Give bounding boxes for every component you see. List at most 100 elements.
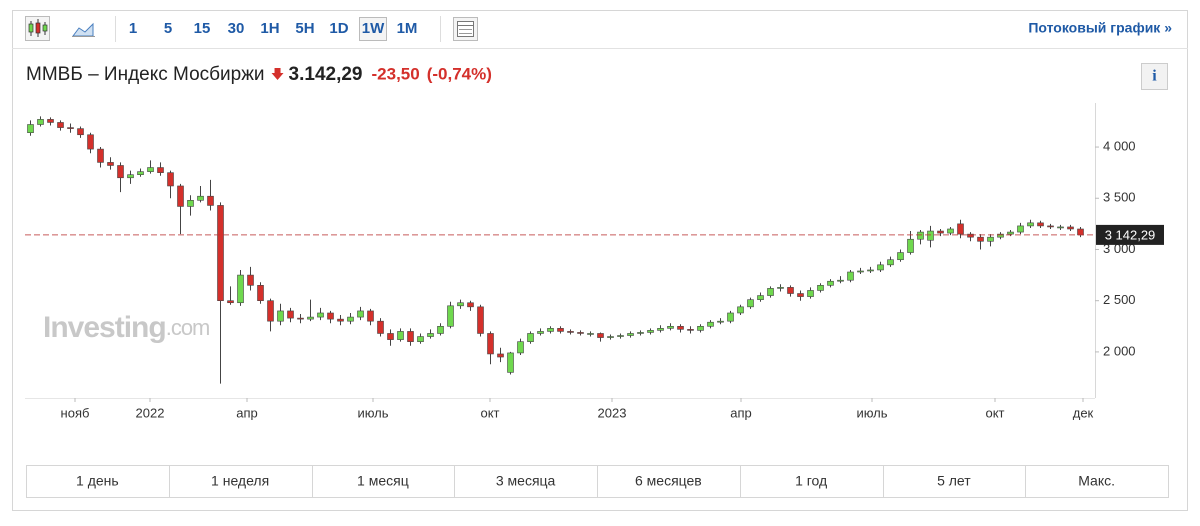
x-tick-label: апр — [730, 405, 752, 420]
candle-body — [37, 119, 44, 125]
icon-stroke — [28, 23, 34, 33]
candle-body — [677, 325, 684, 330]
table-view-button[interactable] — [453, 17, 478, 41]
last-price-label: 3 142,29 — [1105, 227, 1156, 242]
candle-body — [857, 270, 864, 273]
candle-body — [117, 165, 124, 179]
candle-body — [247, 274, 254, 286]
x-tick-label: нояб — [61, 405, 90, 420]
candle-body — [967, 233, 974, 238]
interval-button[interactable]: 1W — [362, 20, 385, 37]
candle-body — [497, 353, 504, 358]
candle-body — [87, 134, 94, 150]
widget-frame — [12, 10, 1188, 511]
interval-button[interactable]: 1H — [260, 20, 279, 37]
candle-body — [387, 333, 394, 340]
candle-body — [1077, 228, 1084, 236]
candle-body — [427, 333, 434, 337]
candle-type-button[interactable] — [25, 16, 50, 41]
interval-button[interactable]: 5H — [295, 20, 314, 37]
candle-body — [727, 312, 734, 322]
candle-body — [587, 333, 594, 335]
candle-body — [177, 185, 184, 207]
range-button[interactable]: 6 месяцев — [635, 473, 702, 489]
candle-body — [937, 230, 944, 234]
candle-body — [1047, 225, 1054, 228]
candle-body — [167, 172, 174, 187]
candle-body — [187, 200, 194, 207]
candle-body — [1037, 222, 1044, 227]
range-button[interactable]: 1 месяц — [357, 473, 409, 489]
interval-group: 1 5 15 30 1H 5H 1D 1W 1M — [129, 17, 418, 41]
candle-body — [957, 223, 964, 235]
interval-button[interactable]: 5 — [164, 20, 172, 37]
interval-button[interactable]: 1D — [329, 20, 348, 37]
candle-body — [337, 318, 344, 322]
streaming-link[interactable]: Потоковый график » — [1028, 20, 1172, 36]
candle-body — [397, 331, 404, 340]
line-type-button[interactable] — [72, 22, 95, 37]
candle-body — [517, 341, 524, 354]
x-tick-label: июль — [856, 405, 887, 420]
x-tick-label: окт — [480, 405, 499, 420]
candle-body — [1057, 226, 1064, 229]
candle-body — [757, 295, 764, 300]
interval-button[interactable]: 1 — [129, 20, 137, 37]
interval-button[interactable]: 1M — [397, 20, 418, 37]
candle-body — [777, 287, 784, 289]
candle-body — [697, 325, 704, 331]
range-button[interactable]: 1 год — [795, 473, 827, 489]
candle-body — [817, 285, 824, 291]
candle-body — [47, 119, 54, 123]
y-tick-label: 2 500 — [1103, 292, 1136, 307]
candle-body — [527, 333, 534, 342]
candle-body — [407, 331, 414, 342]
candle-body — [687, 329, 694, 331]
candle-body — [897, 252, 904, 261]
range-button[interactable]: 3 месяца — [496, 473, 556, 489]
info-icon: i — [1152, 68, 1157, 85]
candle-body — [547, 328, 554, 332]
candle-body — [297, 317, 304, 320]
interval-button[interactable]: 15 — [194, 20, 211, 37]
candle-body — [537, 331, 544, 334]
candle-body — [627, 333, 634, 336]
candle-body — [437, 325, 444, 334]
candle-body — [57, 122, 64, 128]
candle-body — [717, 320, 724, 323]
candle-body — [307, 316, 314, 320]
watermark-suffix: .com — [166, 315, 210, 340]
candle-body — [867, 269, 874, 272]
interval-button[interactable]: 30 — [228, 20, 245, 37]
candle-body — [477, 306, 484, 334]
range-button[interactable]: Макс. — [1078, 473, 1115, 489]
active-interval-frame — [359, 17, 387, 41]
candle-body — [597, 333, 604, 338]
y-tick-label: 4 000 — [1103, 138, 1136, 153]
price-change: -23,50 — [372, 64, 420, 83]
candle-body — [207, 195, 214, 206]
candle-body — [847, 271, 854, 281]
info-button[interactable]: i — [1141, 63, 1168, 90]
icon-stroke — [42, 24, 48, 32]
last-price: 3.142,29 — [289, 64, 363, 85]
candle-body — [287, 310, 294, 319]
candle-body — [907, 238, 914, 253]
candle-body — [1017, 225, 1024, 233]
candle-body — [467, 302, 474, 308]
candle-body — [357, 310, 364, 318]
range-button[interactable]: 1 неделя — [211, 473, 269, 489]
candle-body — [317, 312, 324, 318]
candle-body — [227, 300, 234, 304]
range-button[interactable]: 1 день — [76, 473, 119, 489]
candle-body — [887, 259, 894, 266]
candle-body — [27, 124, 34, 134]
candle-body — [77, 128, 84, 136]
instrument-title: ММВБ – Индекс Мосбиржи — [26, 64, 265, 85]
candle-body — [827, 280, 834, 286]
range-button[interactable]: 5 лет — [937, 473, 971, 489]
candle-body — [197, 195, 204, 201]
candle-body — [267, 300, 274, 322]
candle-body — [487, 333, 494, 355]
